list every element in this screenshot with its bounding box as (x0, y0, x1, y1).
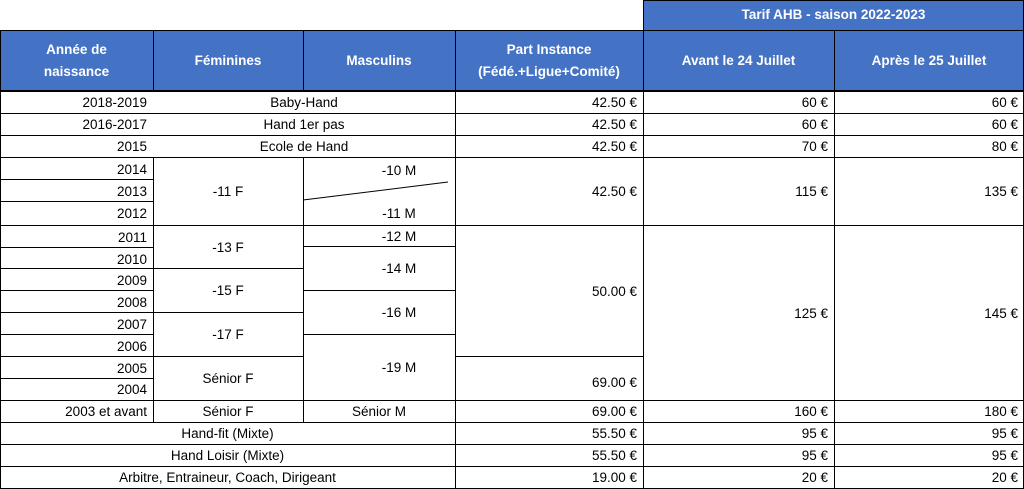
price-avant: 125 € (794, 305, 828, 321)
masc-u11: -11 M (382, 205, 416, 221)
fem-u11: -11 F (212, 183, 244, 199)
fem-u17: -17 F (212, 326, 244, 342)
price-apres: 80 € (991, 138, 1018, 154)
category-hand-fit: Hand-fit (Mixte) (181, 425, 274, 441)
fem-senior: Sénior F (202, 370, 254, 386)
year-cell: 2006 (116, 338, 147, 354)
year-cell: 2004 (116, 382, 147, 397)
year-cell: 2018-2019 (82, 94, 147, 110)
masc-u14: -14 M (381, 260, 417, 276)
header-masculins: Masculins (303, 31, 455, 90)
part-instance-value: 55.50 € (591, 425, 637, 441)
masc-u10: -10 M (381, 162, 417, 178)
fem-u15: -15 F (212, 282, 244, 298)
year-cell: 2016-2017 (82, 116, 147, 132)
price-avant: 60 € (801, 116, 828, 132)
header-avant-24-juillet: Avant le 24 Juillet (643, 31, 834, 90)
part-instance-value: 55.50 € (591, 447, 637, 463)
category-hand-loisir: Hand Loisir (Mixte) (170, 447, 285, 463)
price-apres: 60 € (991, 94, 1018, 110)
year-cell: 2013 (116, 183, 147, 199)
price-apres: 180 € (984, 403, 1018, 419)
masc-u19: -19 M (381, 359, 417, 375)
header-apres-25-juillet: Après le 25 Juillet (834, 31, 1024, 90)
masc-u16: -16 M (381, 304, 417, 320)
year-cell: 2014 (116, 161, 147, 177)
header-tarif-season: Tarif AHB - saison 2022-2023 (643, 0, 1024, 30)
header-birth-year: Année de naissance (0, 31, 153, 90)
year-cell: 2010 (116, 251, 147, 267)
price-apres: 95 € (991, 447, 1018, 463)
header-part-instance: Part Instance (Fédé.+Ligue+Comité) (455, 31, 643, 90)
masc-u12: -12 M (381, 228, 417, 244)
year-cell: 2005 (116, 360, 147, 376)
category-ecole-de-hand: Ecole de Hand (259, 138, 349, 154)
part-instance-value: 69.00 € (591, 375, 637, 390)
price-avant: 95 € (801, 447, 828, 463)
part-instance-value: 50.00 € (591, 283, 637, 299)
year-cell: 2009 (116, 272, 147, 288)
price-avant: 70 € (801, 138, 828, 154)
year-cell: 2003 et avant (65, 403, 147, 419)
price-avant: 95 € (801, 425, 828, 441)
price-apres: 95 € (991, 425, 1018, 441)
price-apres: 20 € (991, 469, 1018, 485)
part-instance-value: 42.50 € (591, 183, 637, 199)
fem-u13: -13 F (212, 239, 244, 255)
masc-senior: Sénior M (351, 403, 407, 419)
price-apres: 145 € (984, 305, 1018, 321)
year-cell: 2012 (116, 205, 147, 221)
year-cell: 2007 (116, 316, 147, 332)
fem-senior: Sénior F (202, 403, 254, 419)
category-hand-1er-pas: Hand 1er pas (263, 116, 345, 132)
year-cell: 2015 (116, 138, 147, 154)
price-avant: 160 € (794, 403, 828, 419)
part-instance-value: 19.00 € (591, 469, 637, 485)
price-avant: 60 € (801, 94, 828, 110)
category-arbitre: Arbitre, Entraineur, Coach, Dirigeant (119, 469, 336, 485)
price-apres: 135 € (984, 183, 1018, 199)
part-instance-value: 42.50 € (591, 94, 637, 110)
header-feminines: Féminines (153, 31, 303, 90)
price-avant: 20 € (801, 469, 828, 485)
part-instance-value: 69.00 € (591, 403, 637, 419)
price-avant: 115 € (795, 183, 828, 199)
year-cell: 2011 (117, 229, 147, 245)
part-instance-value: 42.50 € (591, 138, 637, 154)
year-cell: 2008 (116, 294, 147, 310)
price-apres: 60 € (991, 116, 1018, 132)
part-instance-value: 42.50 € (591, 116, 637, 132)
category-baby-hand: Baby-Hand (270, 94, 338, 110)
